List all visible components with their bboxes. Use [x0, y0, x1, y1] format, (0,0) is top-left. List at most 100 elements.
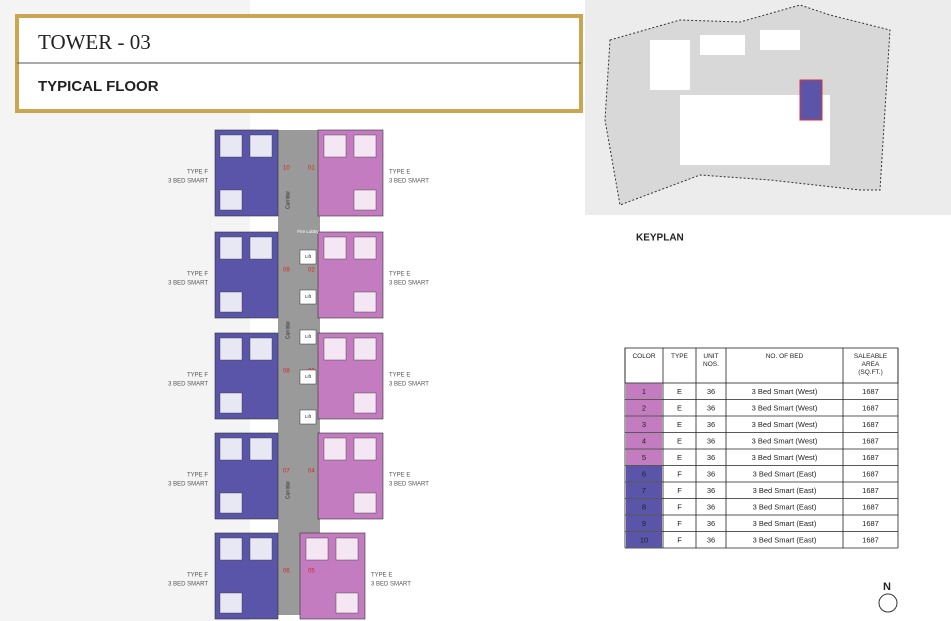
unit-type-label: TYPE F	[187, 373, 208, 379]
color-swatch	[626, 416, 662, 432]
unit-bed-label: 3 BED SMART	[168, 179, 208, 185]
color-swatch	[626, 466, 662, 482]
table-cell: 5	[642, 453, 646, 462]
unit-bed-label: 3 BED SMART	[168, 582, 208, 588]
table-cell: E	[677, 453, 682, 462]
table-header: TYPE	[671, 353, 689, 360]
table-cell: 4	[642, 437, 646, 446]
unit-bed-label: 3 BED SMART	[371, 582, 411, 588]
table-cell: 6	[642, 470, 646, 479]
table-cell: 1	[642, 387, 646, 396]
unit-room	[219, 392, 243, 414]
color-swatch	[626, 482, 662, 498]
unit-room	[335, 537, 359, 561]
unit-number: 01	[308, 166, 315, 172]
table-cell: 36	[707, 437, 715, 446]
table-cell: F	[677, 519, 682, 528]
table-cell: 1687	[862, 503, 879, 512]
color-swatch	[626, 433, 662, 449]
compass-label: N	[883, 581, 891, 593]
table-cell: 36	[707, 486, 715, 495]
table-header: SALEABLE AREA (SQ.FT.)	[854, 353, 888, 376]
unit-room	[323, 437, 347, 461]
table-cell: E	[677, 437, 682, 446]
table-cell: 3 Bed Smart (East)	[753, 519, 817, 528]
lift-label: Lift	[305, 254, 312, 259]
unit-type-label: TYPE E	[389, 373, 410, 379]
unit-bed-label: 3 BED SMART	[168, 382, 208, 388]
unit-type-label: TYPE F	[187, 473, 208, 479]
unit-room	[219, 492, 243, 514]
unit-bed-label: 3 BED SMART	[168, 281, 208, 287]
unit-number: 10	[283, 166, 290, 172]
table-cell: 36	[707, 519, 715, 528]
unit-number: 07	[283, 469, 290, 475]
unit-room	[353, 437, 377, 461]
unit-room	[323, 236, 347, 260]
unit-room	[219, 291, 243, 313]
table-cell: 3 Bed Smart (West)	[752, 420, 818, 429]
table-cell: 7	[642, 486, 646, 495]
unit-room	[305, 537, 329, 561]
table-cell: 3 Bed Smart (East)	[753, 486, 817, 495]
table-header: NO. OF BED	[766, 353, 804, 360]
table-cell: 1687	[862, 387, 879, 396]
unit-type-label: TYPE E	[389, 272, 410, 278]
table-cell: 10	[640, 536, 648, 545]
unit-bed-label: 3 BED SMART	[389, 281, 429, 287]
unit-room	[353, 291, 377, 313]
unit-room	[353, 134, 377, 158]
table-cell: E	[677, 420, 682, 429]
unit-type-label: TYPE E	[371, 573, 392, 579]
table-cell: F	[677, 536, 682, 545]
table-cell: 36	[707, 420, 715, 429]
unit-room	[219, 592, 243, 614]
table-cell: E	[677, 387, 682, 396]
unit-room	[219, 236, 243, 260]
table-cell: 1687	[862, 437, 879, 446]
lift-label: Lift	[305, 334, 312, 339]
unit-type-label: TYPE F	[187, 272, 208, 278]
lift	[299, 329, 317, 345]
keyplan-label: KEYPLAN	[636, 233, 684, 244]
unit-number: 08	[283, 369, 290, 375]
unit-room	[323, 134, 347, 158]
table-cell: 3 Bed Smart (East)	[753, 470, 817, 479]
unit-room	[219, 337, 243, 361]
table-cell: 3 Bed Smart (West)	[752, 404, 818, 413]
unit-number: 05	[308, 569, 315, 575]
unit-number: 04	[308, 469, 315, 475]
color-swatch	[626, 515, 662, 531]
unit-room	[353, 189, 377, 211]
table-cell: 1687	[862, 420, 879, 429]
unit-number: 09	[283, 268, 290, 274]
title: TOWER - 03	[38, 30, 151, 54]
table-cell: 3 Bed Smart (West)	[752, 387, 818, 396]
table-cell: 3 Bed Smart (East)	[753, 503, 817, 512]
unit-bed-label: 3 BED SMART	[389, 179, 429, 185]
lobby-label: Fire Lobby	[297, 229, 319, 234]
unit-type-label: TYPE E	[389, 170, 410, 176]
table-cell: 36	[707, 536, 715, 545]
color-swatch	[626, 383, 662, 399]
table-cell: 3 Bed Smart (East)	[753, 536, 817, 545]
table-cell: 1687	[862, 404, 879, 413]
unit-bed-label: 3 BED SMART	[389, 382, 429, 388]
unit-room	[249, 437, 273, 461]
table-cell: 3 Bed Smart (West)	[752, 437, 818, 446]
table-header-bg	[624, 347, 899, 384]
unit-room	[353, 236, 377, 260]
unit-room	[249, 236, 273, 260]
table-cell: 8	[642, 503, 646, 512]
subtitle: TYPICAL FLOOR	[38, 78, 159, 95]
table-cell: 1687	[862, 453, 879, 462]
corridor-label: Corridor	[285, 481, 291, 499]
unit-type-label: TYPE F	[187, 573, 208, 579]
corridor-label: Corridor	[285, 191, 291, 209]
table-header: UNIT NOS.	[703, 353, 719, 368]
color-swatch	[626, 400, 662, 416]
table-cell: F	[677, 503, 682, 512]
color-swatch	[626, 499, 662, 515]
table-cell: 1687	[862, 486, 879, 495]
